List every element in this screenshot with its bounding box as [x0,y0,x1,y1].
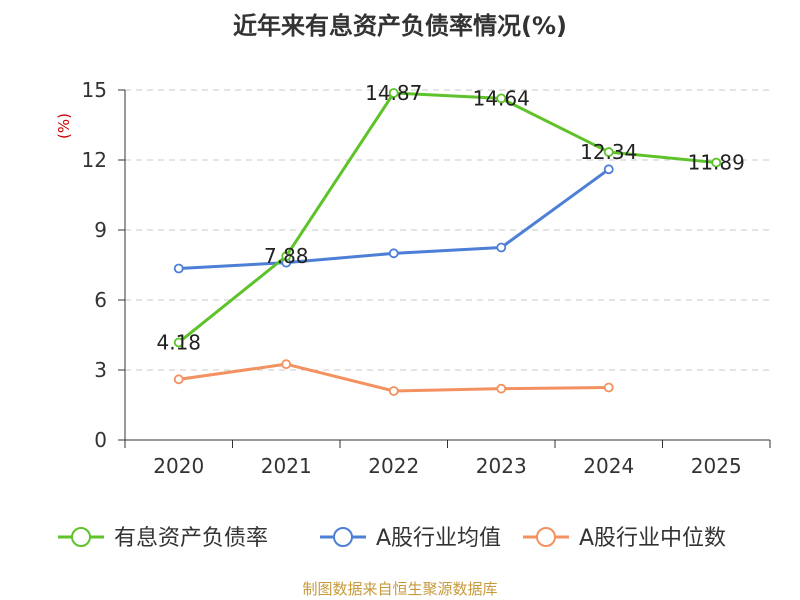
data-point [496,93,507,104]
axes: 0 3 6 9 12 15 2020 2021 2022 2023 2024 2025 [82,78,771,478]
y-tick-label: 3 [94,358,107,382]
series-line [177,91,718,344]
data-label: 4.18 [156,330,201,354]
data-point [173,263,184,274]
chart-title: 近年来有息资产负债率情况(%) [233,12,567,40]
data-label: 7.88 [264,244,309,268]
data-label: 14.87 [365,81,422,105]
data-point [603,382,614,393]
series-1 [173,164,614,274]
data-point [603,164,614,175]
y-tick-label: 15 [82,78,107,102]
y-tick-label: 0 [94,428,107,452]
series-layer [173,88,722,396]
source-note: 制图数据来自恒生聚源数据库 [302,580,497,598]
legend-item: A股行业均值 [320,526,501,551]
data-point [388,88,399,98]
legend-label: A股行业均值 [376,526,501,551]
x-tick-label: 2025 [691,454,742,478]
gridlines [125,89,770,371]
x-tick-label: 2023 [476,454,527,478]
series-2 [173,359,614,396]
y-tick-label: 6 [94,288,107,312]
y-axis-unit-label: (%) [55,113,73,139]
data-point [603,147,614,157]
legend-item: A股行业中位数 [523,526,726,551]
data-point [281,251,292,262]
x-tick-label: 2020 [153,454,204,478]
data-point [281,359,292,370]
data-label: 12.34 [580,140,637,164]
data-label: 11.89 [688,151,745,175]
legend-marker [536,527,556,547]
data-point [173,374,184,385]
data-point [711,157,722,168]
data-point [496,242,507,253]
data-point [173,337,184,348]
legend-label: 有息资产负债率 [114,526,268,551]
data-point [388,386,399,396]
x-tick-label: 2024 [583,454,634,478]
data-label: 14.64 [473,86,530,110]
data-labels: 4.18 7.88 14.87 14.64 12.34 11.89 [156,81,744,354]
legend: 有息资产负债率 A股行业均值 A股行业中位数 [58,526,726,551]
x-tick-label: 2022 [368,454,419,478]
series-0 [173,88,722,348]
x-tick-label: 2021 [261,454,312,478]
data-point [496,383,507,394]
legend-marker [71,527,91,547]
legend-item: 有息资产负债率 [58,526,268,551]
y-tick-label: 9 [94,218,107,242]
legend-marker [333,527,353,547]
legend-label: A股行业中位数 [579,526,726,551]
y-tick-label: 12 [82,148,107,172]
data-point [388,248,399,259]
